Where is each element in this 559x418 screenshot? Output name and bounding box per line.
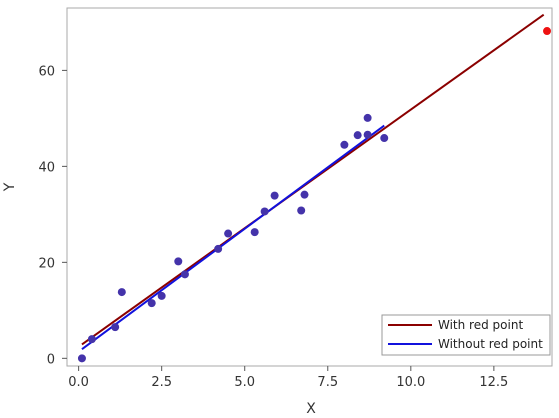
y-tick-label: 0 [47, 352, 55, 367]
data-point [157, 291, 166, 300]
x-tick-label: 12.5 [479, 375, 508, 390]
data-point [87, 335, 96, 344]
regression-line-without-red-point [81, 124, 385, 351]
data-point [363, 113, 372, 122]
legend: With red point Without red point [381, 314, 551, 356]
red-outlier-point [543, 27, 552, 36]
y-tick-label: 20 [38, 256, 55, 271]
y-tick-label: 60 [38, 64, 55, 79]
x-tick-label: 10.0 [396, 375, 425, 390]
data-point [180, 270, 189, 279]
data-point [353, 131, 362, 140]
x-tick-label: 2.5 [151, 375, 172, 390]
data-point [117, 288, 126, 297]
data-point [363, 130, 372, 139]
y-axis: 0 20 40 60 [38, 64, 67, 367]
legend-label-with-red-point: With red point [438, 318, 523, 332]
data-point [174, 257, 183, 266]
x-tick-label: 5.0 [234, 375, 255, 390]
data-point [214, 244, 223, 253]
data-point [147, 299, 156, 308]
y-axis-label: Y [2, 182, 18, 192]
regression-lines [81, 13, 545, 351]
legend-box [381, 314, 551, 356]
data-point [260, 207, 269, 216]
data-point [224, 229, 233, 238]
data-point [340, 140, 349, 149]
data-point [250, 228, 259, 237]
x-tick-label: 7.5 [317, 375, 338, 390]
x-tick-label: 0.0 [68, 375, 89, 390]
legend-label-without-red-point: Without red point [438, 337, 543, 351]
data-point [380, 134, 389, 143]
x-axis-label: X [306, 401, 316, 417]
data-point [77, 354, 86, 363]
data-points [77, 27, 552, 363]
data-point [297, 206, 306, 215]
data-point [111, 323, 120, 332]
data-point [300, 190, 309, 199]
x-axis: 0.0 2.5 5.0 7.5 10.0 12.5 [68, 366, 508, 390]
data-point [270, 191, 279, 200]
y-tick-label: 40 [38, 160, 55, 175]
